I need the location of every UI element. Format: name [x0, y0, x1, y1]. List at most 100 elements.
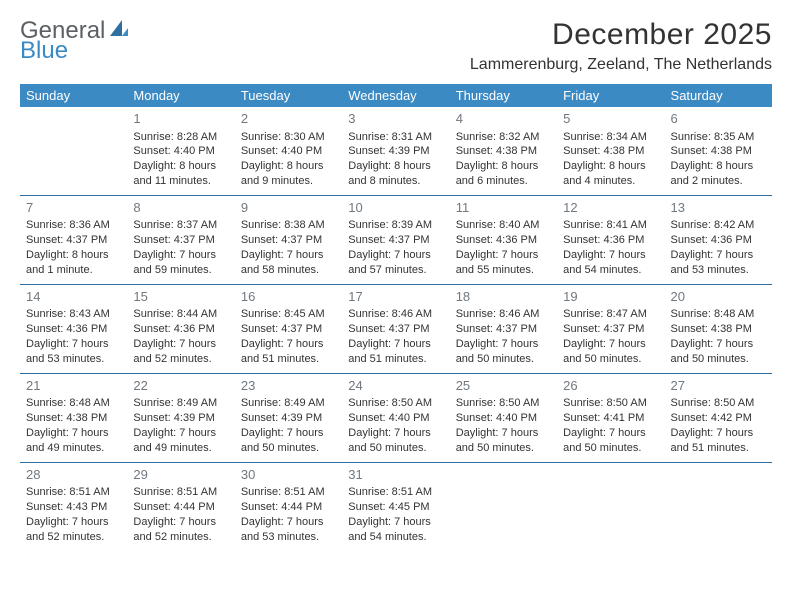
daylight-line-1: Daylight: 7 hours	[348, 248, 443, 263]
day-number: 29	[133, 466, 228, 484]
calendar-day: 8Sunrise: 8:37 AMSunset: 4:37 PMDaylight…	[127, 195, 234, 284]
calendar-day: 7Sunrise: 8:36 AMSunset: 4:37 PMDaylight…	[20, 195, 127, 284]
calendar-day: 22Sunrise: 8:49 AMSunset: 4:39 PMDayligh…	[127, 373, 234, 462]
sunset-line: Sunset: 4:38 PM	[563, 144, 658, 159]
daylight-line-1: Daylight: 7 hours	[563, 337, 658, 352]
day-number: 14	[26, 288, 121, 306]
daylight-line-1: Daylight: 7 hours	[133, 337, 228, 352]
sunrise-line: Sunrise: 8:46 AM	[456, 307, 551, 322]
daylight-line-1: Daylight: 8 hours	[348, 159, 443, 174]
daylight-line-1: Daylight: 7 hours	[671, 426, 766, 441]
daylight-line-2: and 49 minutes.	[133, 441, 228, 456]
sunset-line: Sunset: 4:39 PM	[348, 144, 443, 159]
day-number: 24	[348, 377, 443, 395]
day-header: Saturday	[665, 84, 772, 107]
day-number: 20	[671, 288, 766, 306]
daylight-line-2: and 8 minutes.	[348, 174, 443, 189]
sunrise-line: Sunrise: 8:51 AM	[348, 485, 443, 500]
sunset-line: Sunset: 4:42 PM	[671, 411, 766, 426]
calendar-day: 11Sunrise: 8:40 AMSunset: 4:36 PMDayligh…	[450, 195, 557, 284]
sunrise-line: Sunrise: 8:44 AM	[133, 307, 228, 322]
daylight-line-2: and 50 minutes.	[671, 352, 766, 367]
calendar-day: 30Sunrise: 8:51 AMSunset: 4:44 PMDayligh…	[235, 462, 342, 550]
sunset-line: Sunset: 4:37 PM	[348, 233, 443, 248]
day-number: 7	[26, 199, 121, 217]
sunrise-line: Sunrise: 8:28 AM	[133, 130, 228, 145]
daylight-line-2: and 59 minutes.	[133, 263, 228, 278]
sunset-line: Sunset: 4:36 PM	[133, 322, 228, 337]
sunset-line: Sunset: 4:37 PM	[456, 322, 551, 337]
sunset-line: Sunset: 4:45 PM	[348, 500, 443, 515]
sunset-line: Sunset: 4:36 PM	[456, 233, 551, 248]
sunset-line: Sunset: 4:37 PM	[26, 233, 121, 248]
sunrise-line: Sunrise: 8:46 AM	[348, 307, 443, 322]
calendar-day: 5Sunrise: 8:34 AMSunset: 4:38 PMDaylight…	[557, 107, 664, 195]
sunrise-line: Sunrise: 8:30 AM	[241, 130, 336, 145]
day-number: 6	[671, 110, 766, 128]
sunset-line: Sunset: 4:38 PM	[671, 322, 766, 337]
sunrise-line: Sunrise: 8:45 AM	[241, 307, 336, 322]
sunrise-line: Sunrise: 8:42 AM	[671, 218, 766, 233]
sunrise-line: Sunrise: 8:47 AM	[563, 307, 658, 322]
calendar-day: 29Sunrise: 8:51 AMSunset: 4:44 PMDayligh…	[127, 462, 234, 550]
daylight-line-1: Daylight: 7 hours	[133, 426, 228, 441]
month-title: December 2025	[470, 18, 772, 52]
daylight-line-1: Daylight: 7 hours	[671, 337, 766, 352]
calendar-week: 21Sunrise: 8:48 AMSunset: 4:38 PMDayligh…	[20, 373, 772, 462]
calendar-day: 15Sunrise: 8:44 AMSunset: 4:36 PMDayligh…	[127, 284, 234, 373]
daylight-line-2: and 53 minutes.	[26, 352, 121, 367]
day-number: 11	[456, 199, 551, 217]
calendar-empty	[557, 462, 664, 550]
daylight-line-1: Daylight: 7 hours	[456, 337, 551, 352]
sunset-line: Sunset: 4:38 PM	[456, 144, 551, 159]
daylight-line-2: and 4 minutes.	[563, 174, 658, 189]
calendar-day: 21Sunrise: 8:48 AMSunset: 4:38 PMDayligh…	[20, 373, 127, 462]
daylight-line-2: and 51 minutes.	[671, 441, 766, 456]
calendar-empty	[450, 462, 557, 550]
sunset-line: Sunset: 4:39 PM	[133, 411, 228, 426]
daylight-line-1: Daylight: 8 hours	[456, 159, 551, 174]
sunset-line: Sunset: 4:40 PM	[133, 144, 228, 159]
day-number: 18	[456, 288, 551, 306]
daylight-line-2: and 1 minute.	[26, 263, 121, 278]
calendar-day: 27Sunrise: 8:50 AMSunset: 4:42 PMDayligh…	[665, 373, 772, 462]
daylight-line-2: and 50 minutes.	[241, 441, 336, 456]
daylight-line-1: Daylight: 7 hours	[671, 248, 766, 263]
daylight-line-2: and 54 minutes.	[563, 263, 658, 278]
daylight-line-1: Daylight: 7 hours	[456, 426, 551, 441]
sunrise-line: Sunrise: 8:41 AM	[563, 218, 658, 233]
sunset-line: Sunset: 4:40 PM	[241, 144, 336, 159]
sunrise-line: Sunrise: 8:32 AM	[456, 130, 551, 145]
daylight-line-1: Daylight: 8 hours	[241, 159, 336, 174]
calendar-day: 25Sunrise: 8:50 AMSunset: 4:40 PMDayligh…	[450, 373, 557, 462]
sunrise-line: Sunrise: 8:51 AM	[26, 485, 121, 500]
calendar-day: 16Sunrise: 8:45 AMSunset: 4:37 PMDayligh…	[235, 284, 342, 373]
day-number: 23	[241, 377, 336, 395]
sunset-line: Sunset: 4:36 PM	[563, 233, 658, 248]
sunset-line: Sunset: 4:37 PM	[133, 233, 228, 248]
sunrise-line: Sunrise: 8:35 AM	[671, 130, 766, 145]
calendar-day: 18Sunrise: 8:46 AMSunset: 4:37 PMDayligh…	[450, 284, 557, 373]
daylight-line-2: and 2 minutes.	[671, 174, 766, 189]
day-number: 5	[563, 110, 658, 128]
sunset-line: Sunset: 4:40 PM	[456, 411, 551, 426]
day-number: 17	[348, 288, 443, 306]
daylight-line-1: Daylight: 7 hours	[241, 426, 336, 441]
daylight-line-2: and 52 minutes.	[26, 530, 121, 545]
day-header: Monday	[127, 84, 234, 107]
day-header: Wednesday	[342, 84, 449, 107]
day-number: 10	[348, 199, 443, 217]
sunset-line: Sunset: 4:44 PM	[133, 500, 228, 515]
sunrise-line: Sunrise: 8:50 AM	[563, 396, 658, 411]
sunrise-line: Sunrise: 8:38 AM	[241, 218, 336, 233]
sunrise-line: Sunrise: 8:50 AM	[348, 396, 443, 411]
sunset-line: Sunset: 4:39 PM	[241, 411, 336, 426]
day-number: 1	[133, 110, 228, 128]
calendar-day: 26Sunrise: 8:50 AMSunset: 4:41 PMDayligh…	[557, 373, 664, 462]
day-header: Thursday	[450, 84, 557, 107]
sunset-line: Sunset: 4:38 PM	[671, 144, 766, 159]
daylight-line-2: and 50 minutes.	[456, 352, 551, 367]
calendar-week: 7Sunrise: 8:36 AMSunset: 4:37 PMDaylight…	[20, 195, 772, 284]
sunrise-line: Sunrise: 8:51 AM	[133, 485, 228, 500]
daylight-line-1: Daylight: 7 hours	[241, 515, 336, 530]
